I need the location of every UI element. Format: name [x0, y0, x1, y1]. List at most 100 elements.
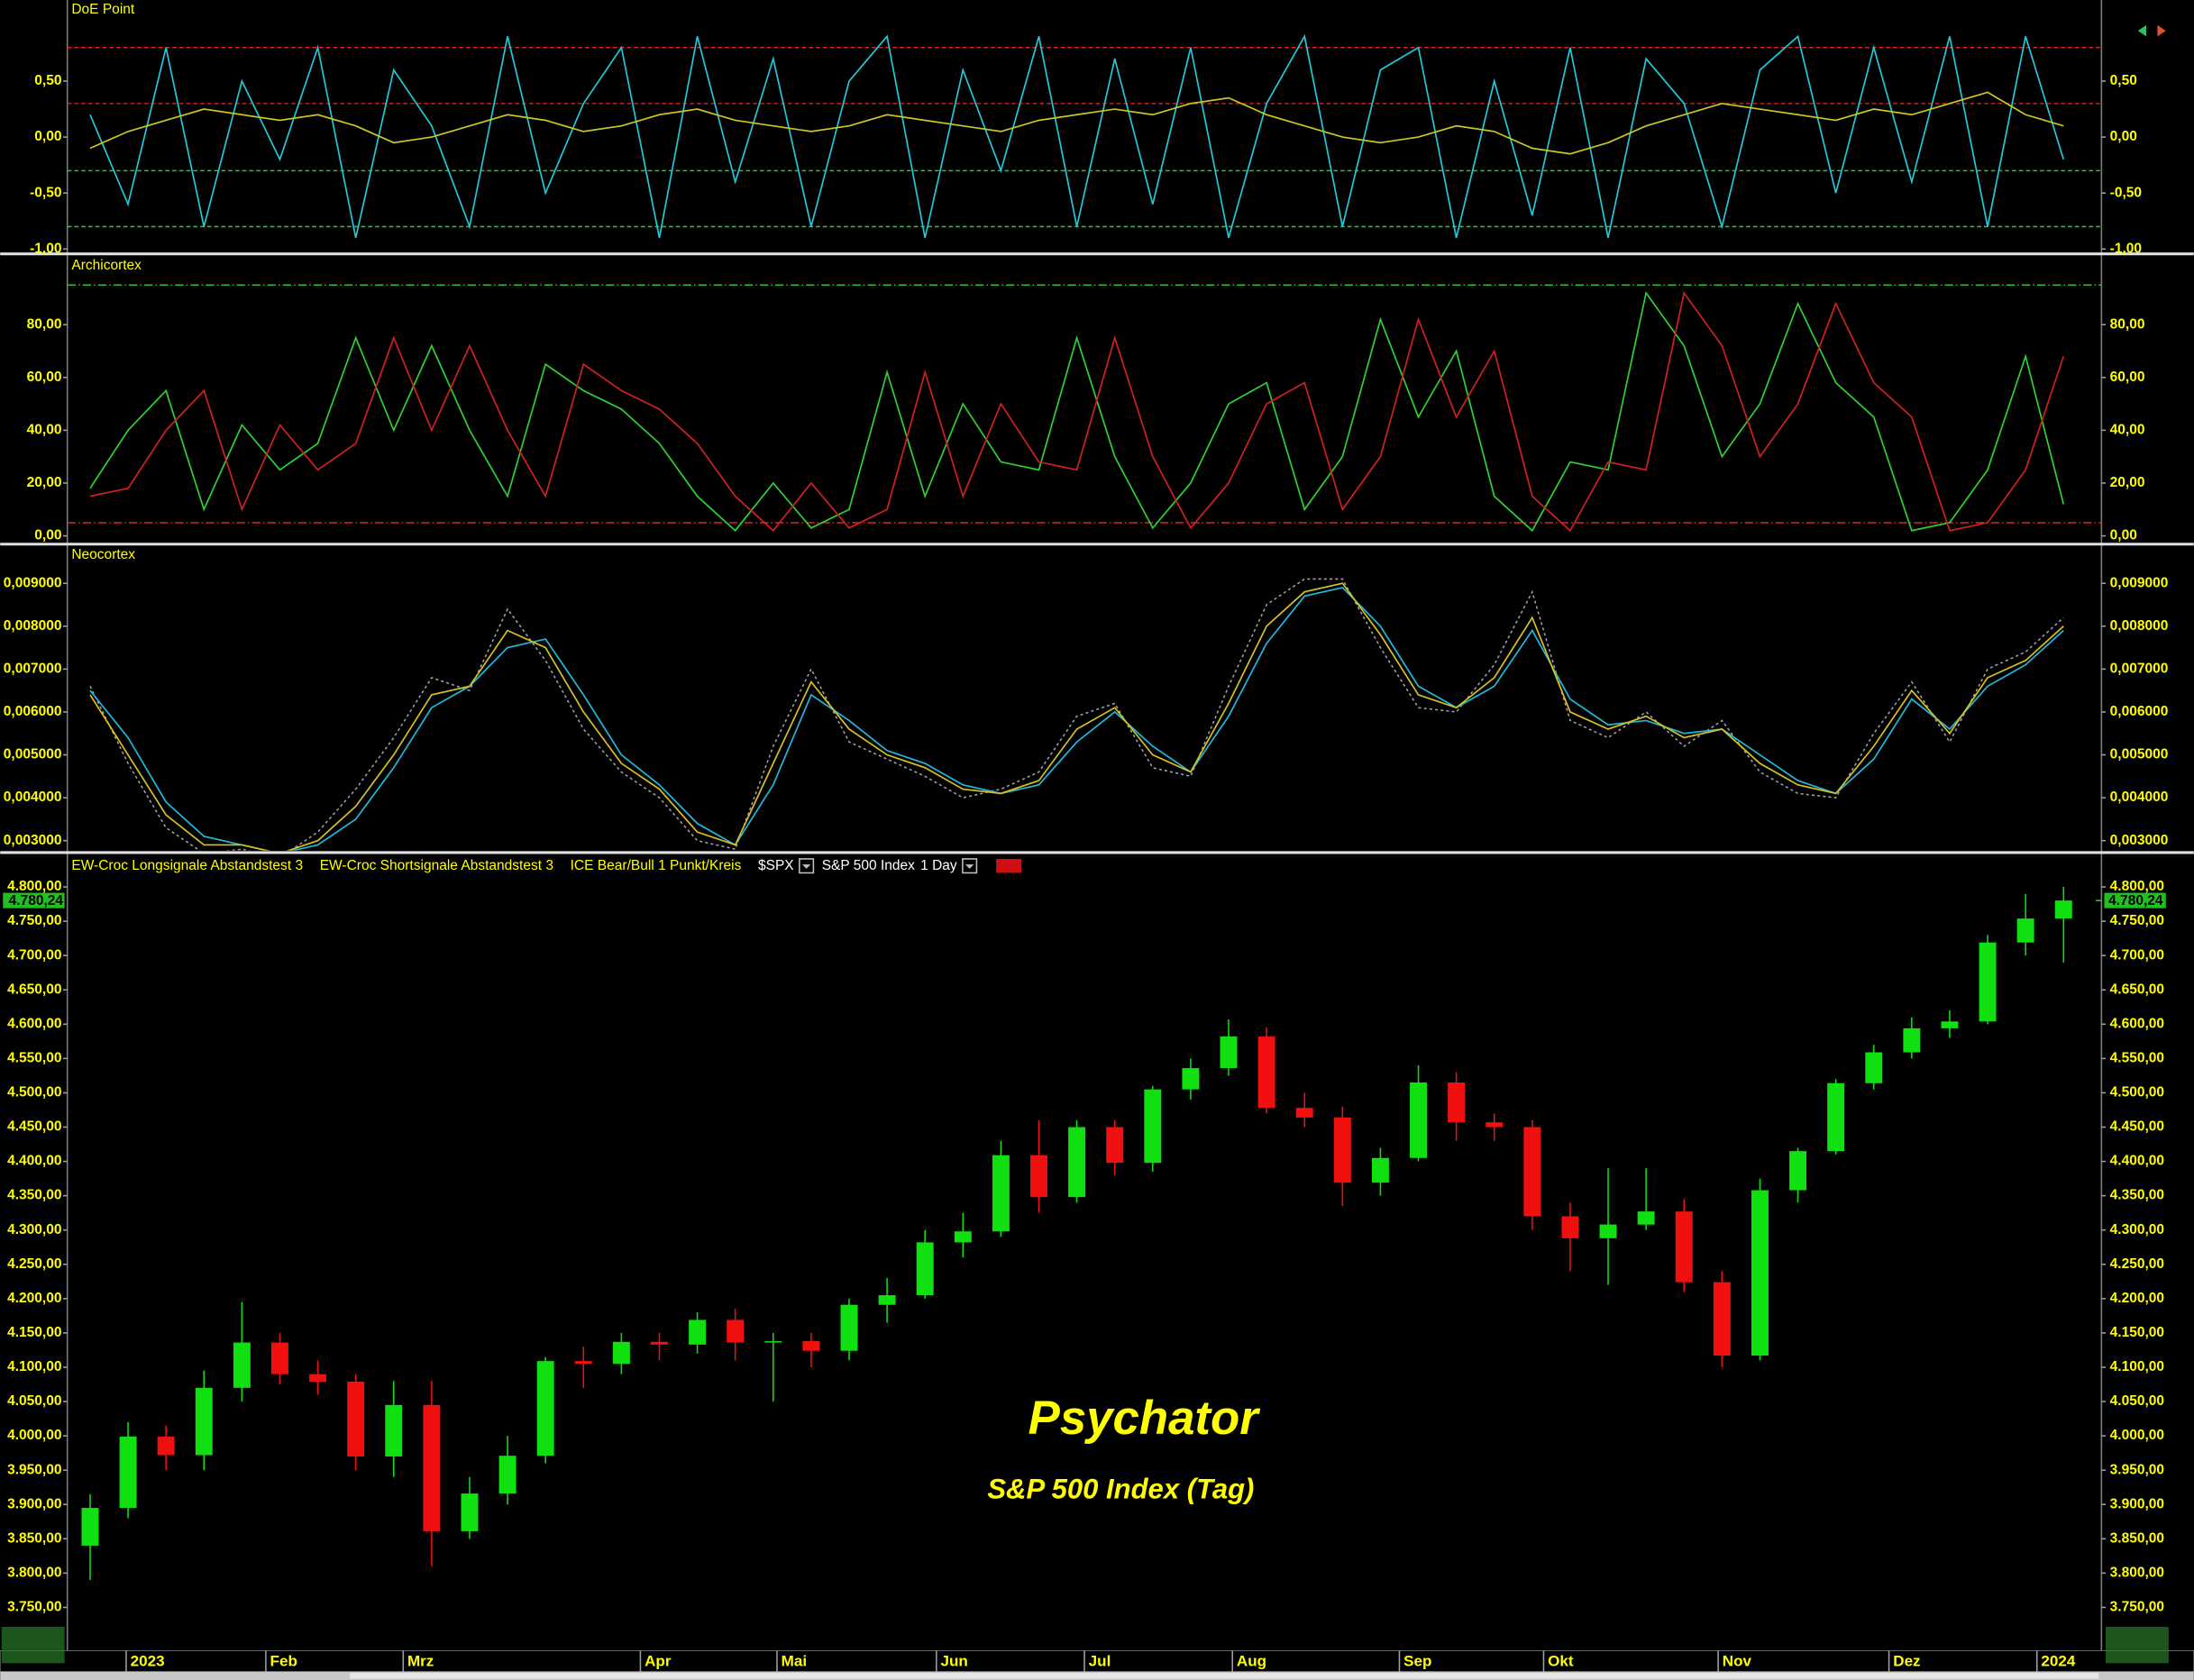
y-tick-label: 4.600,00 — [7, 1016, 61, 1031]
x-tick-label: Mrz — [407, 1652, 434, 1669]
candle-body — [1751, 1190, 1769, 1356]
y-tick-label-right: 4.350,00 — [2110, 1188, 2164, 1203]
candle-body — [1599, 1224, 1617, 1238]
legend-instrument: S&P 500 Index — [822, 858, 915, 873]
candle-body — [916, 1242, 934, 1296]
y-tick-label: -1,00 — [30, 241, 61, 256]
dropdown[interactable] — [962, 858, 978, 874]
indicator-button[interactable] — [996, 858, 1022, 873]
candle-body — [81, 1508, 99, 1546]
last-price-box — [2104, 892, 2166, 908]
candle-body — [270, 1342, 288, 1374]
y-tick-label-right: 4.750,00 — [2110, 913, 2164, 928]
candle-body — [1903, 1027, 1921, 1053]
y-tick-label-right: 4.450,00 — [2110, 1119, 2164, 1135]
y-tick-label-right: 4.000,00 — [2110, 1428, 2164, 1443]
series-line — [89, 290, 2065, 533]
candle-body — [1979, 942, 1997, 1022]
candle-body — [1637, 1211, 1655, 1225]
candle-body — [992, 1155, 1010, 1232]
last-price-label: 4.780,24 — [9, 893, 64, 908]
x-tick-label: 2023 — [131, 1652, 165, 1669]
panel-plot — [89, 578, 2064, 851]
candle-body — [1827, 1082, 1845, 1152]
y-tick-label-right: 0,006000 — [2110, 704, 2169, 719]
last-price-label: 4.780,24 — [2108, 893, 2163, 908]
watermark-title: Psychator — [1028, 1392, 1261, 1445]
arrow-icon[interactable] — [2137, 24, 2147, 37]
y-tick-label-right: 3.900,00 — [2110, 1496, 2164, 1511]
y-tick-label: 3.800,00 — [7, 1565, 61, 1580]
y-tick-label-right: 4.600,00 — [2110, 1016, 2164, 1031]
candle-body — [195, 1387, 213, 1456]
candle-body — [1333, 1117, 1351, 1183]
y-tick-label-right: 4.150,00 — [2110, 1325, 2164, 1340]
candle-body — [1789, 1151, 1807, 1191]
y-tick-label: 0,007000 — [4, 661, 62, 676]
x-tick-label: 2024 — [2041, 1652, 2075, 1669]
x-tick-label: Aug — [1237, 1652, 1266, 1669]
y-tick-label-right: 4.300,00 — [2110, 1222, 2164, 1237]
dropdown[interactable] — [799, 858, 815, 874]
candle-body — [954, 1231, 972, 1243]
corner-icon[interactable] — [2137, 24, 2166, 37]
y-tick-label: 4.450,00 — [7, 1119, 61, 1135]
y-tick-label-right: 0,004000 — [2110, 790, 2169, 805]
y-tick-label: 40,00 — [27, 422, 62, 437]
y-tick-label: 0,005000 — [4, 747, 62, 762]
candle-body — [727, 1319, 745, 1343]
candle-body — [1448, 1082, 1466, 1123]
candle-body — [1106, 1127, 1124, 1164]
y-tick-label-right: 0,009000 — [2110, 575, 2169, 590]
y-tick-label-right: 20,00 — [2110, 475, 2145, 490]
y-tick-label-right: 4.700,00 — [2110, 947, 2164, 963]
candle-body — [1144, 1089, 1162, 1164]
y-tick-label-right: 4.500,00 — [2110, 1085, 2164, 1100]
volume-strip — [2106, 1627, 2169, 1664]
y-tick-label-right: -1,00 — [2110, 241, 2142, 256]
y-tick-label: 0,008000 — [4, 618, 62, 634]
candle-body — [1675, 1211, 1693, 1283]
candle-body — [574, 1361, 592, 1365]
y-tick-label: 4.400,00 — [7, 1154, 61, 1169]
candle-body — [2016, 918, 2034, 943]
y-tick-label-right: 4.050,00 — [2110, 1393, 2164, 1409]
y-tick-label: 3.750,00 — [7, 1600, 61, 1615]
y-tick-label: 3.950,00 — [7, 1462, 61, 1477]
y-tick-label: 4.550,00 — [7, 1050, 61, 1065]
series-line — [89, 290, 2065, 533]
y-tick-label: 4.750,00 — [7, 913, 61, 928]
legend-entry: ICE Bear/Bull 1 Punkt/Kreis — [571, 858, 742, 873]
panel-plot — [81, 887, 2072, 1580]
y-tick-label: 0,004000 — [4, 790, 62, 805]
x-tick-label: Jul — [1089, 1652, 1111, 1669]
candle-body — [612, 1341, 630, 1365]
candle-body — [651, 1341, 668, 1345]
y-tick-label-right: 0,005000 — [2110, 747, 2169, 762]
y-tick-label: 80,00 — [27, 316, 62, 332]
x-tick-label: Nov — [1723, 1652, 1752, 1669]
y-tick-label-right: 4.550,00 — [2110, 1050, 2164, 1065]
y-tick-label: 4.650,00 — [7, 982, 61, 997]
y-tick-label: 3.900,00 — [7, 1496, 61, 1511]
candle-body — [840, 1304, 858, 1351]
candle-body — [802, 1341, 820, 1351]
x-tick-label: Sep — [1403, 1652, 1431, 1669]
y-tick-label-right: 0,003000 — [2110, 833, 2169, 848]
panel-title: DoE Point — [71, 2, 135, 17]
y-tick-label: 0,00 — [34, 528, 61, 543]
dropdown-arrow — [965, 864, 974, 869]
y-tick-label: 4.250,00 — [7, 1256, 61, 1272]
candle-body — [157, 1436, 175, 1456]
y-tick-label: 4.800,00 — [7, 879, 61, 894]
y-tick-label-right: 80,00 — [2110, 316, 2145, 332]
scrollbar-thumb[interactable] — [350, 1673, 2099, 1679]
y-tick-label-right: 4.400,00 — [2110, 1154, 2164, 1169]
y-tick-label-right: 4.250,00 — [2110, 1256, 2164, 1272]
candle-body — [1713, 1282, 1731, 1356]
y-tick-label-right: 40,00 — [2110, 422, 2145, 437]
arrow-icon[interactable] — [2157, 24, 2166, 37]
y-tick-label-right: 3.850,00 — [2110, 1530, 2164, 1546]
candle-body — [461, 1493, 479, 1531]
